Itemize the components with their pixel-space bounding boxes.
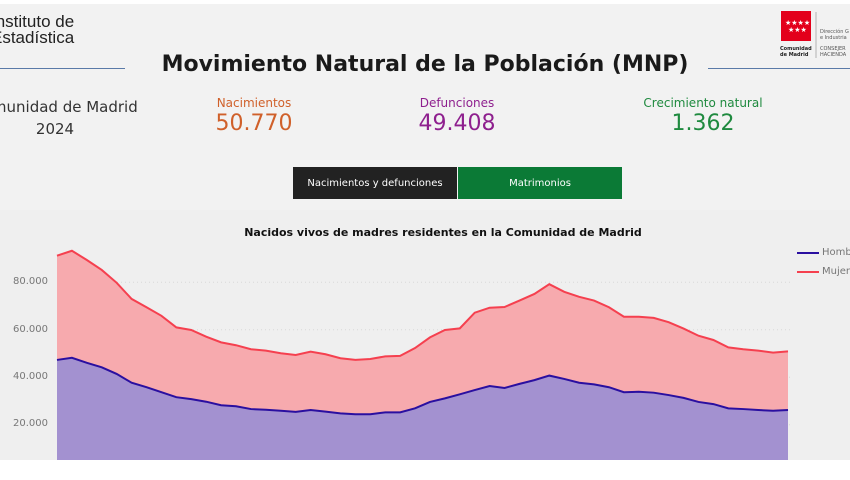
area-hombres <box>57 357 788 460</box>
svg-text:de Madrid: de Madrid <box>780 52 809 58</box>
divider-right <box>708 68 850 69</box>
legend-item-mujeres[interactable]: Mujeres <box>797 266 850 277</box>
legend-swatch <box>797 251 819 254</box>
divider-left <box>0 68 125 69</box>
svg-text:HACIENDA: HACIENDA <box>820 52 847 58</box>
page-title: Movimiento Natural de la Población (MNP) <box>161 52 689 77</box>
comunidad-madrid-logo: ★★★★ ★★★ Comunidad de Madrid Dirección G … <box>780 10 850 64</box>
svg-text:★★★: ★★★ <box>788 26 807 34</box>
y-tick-label: 60.000 <box>13 324 48 335</box>
year: 2024 <box>35 120 75 138</box>
kpi-defunciones: Defunciones 49.408 <box>418 96 496 136</box>
chart-title: Nacidos vivos de madres residentes en la… <box>244 226 642 239</box>
region-selector: Comunidad de Madrid 2024 <box>0 96 140 140</box>
stacked-area-chart <box>56 249 790 460</box>
kpi-nacimientos: Nacimientos 50.770 <box>215 96 293 136</box>
area-mujeres <box>57 250 788 415</box>
legend-swatch <box>797 270 819 273</box>
y-tick-label: 20.000 <box>13 418 48 429</box>
svg-text:★★★★: ★★★★ <box>785 19 810 27</box>
tab-nacimientos-defunciones[interactable]: Nacimientos y defunciones <box>293 167 457 199</box>
legend-item-hombres[interactable]: Hombres <box>797 247 850 258</box>
line-hombres <box>56 356 789 416</box>
tab-matrimonios[interactable]: Matrimonios <box>458 167 622 199</box>
ine-logo: Instituto de Estadística <box>0 12 75 47</box>
svg-text:CONSEJER: CONSEJER <box>820 46 846 52</box>
region-name: Comunidad de Madrid <box>0 98 138 116</box>
svg-text:Dirección G: Dirección G <box>820 28 849 35</box>
svg-text:Comunidad: Comunidad <box>780 46 812 52</box>
svg-text:e Industria: e Industria <box>820 35 847 41</box>
y-tick-label: 40.000 <box>13 371 48 382</box>
y-tick-label: 80.000 <box>13 276 48 287</box>
line-mujeres <box>56 249 789 361</box>
kpi-crecimiento-natural: Crecimiento natural 1.362 <box>643 96 763 136</box>
